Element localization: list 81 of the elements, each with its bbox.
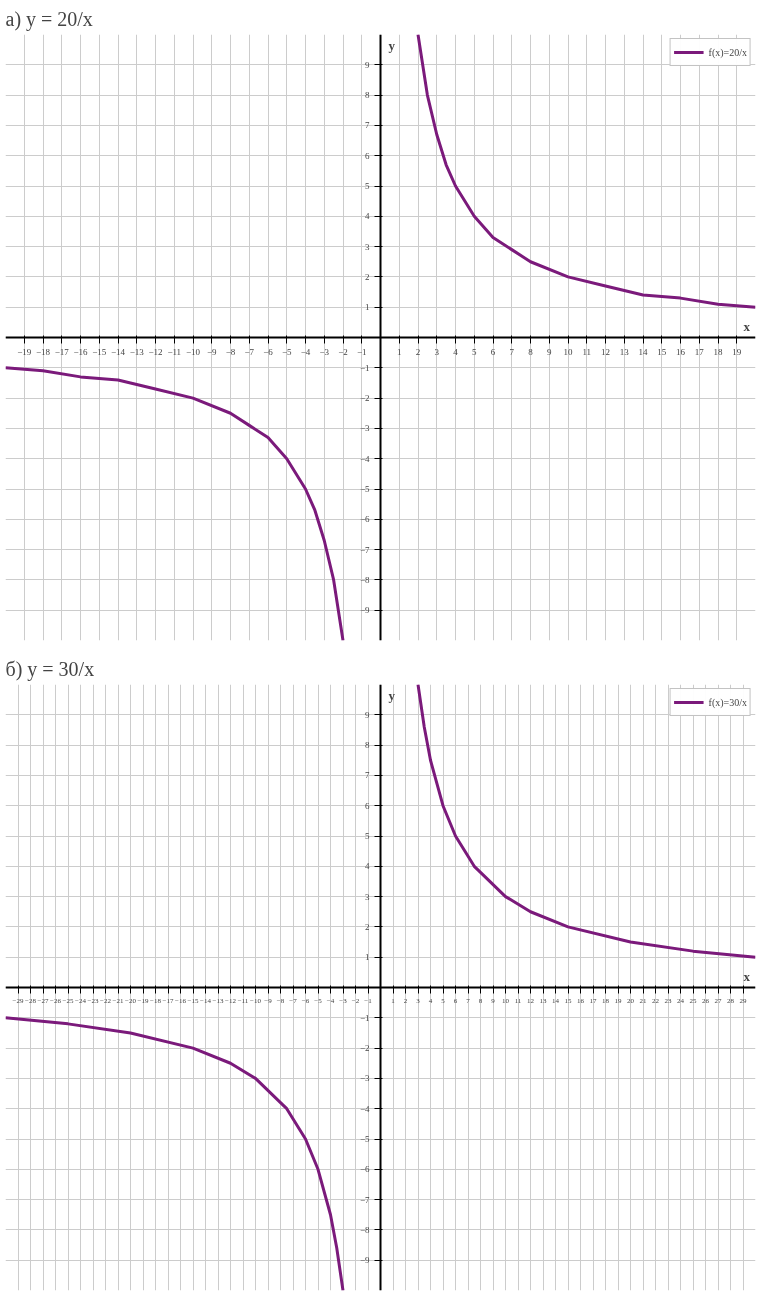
y-tick-label: 8	[365, 740, 370, 751]
x-tick-label: −18	[35, 346, 51, 357]
x-tick-label: 4	[453, 346, 459, 357]
x-tick-label: −19	[17, 346, 32, 357]
x-tick-label: 19	[732, 346, 742, 357]
x-tick-label: 2	[415, 346, 421, 357]
y-tick-label: 5	[365, 181, 370, 191]
y-tick-label: 6	[365, 150, 370, 161]
y-tick-label: 5	[365, 831, 370, 841]
x-tick-label: 11	[582, 346, 592, 357]
x-tick-label: 9	[547, 346, 552, 357]
y-tick-label: −5	[359, 1134, 370, 1144]
y-tick-label: 7	[365, 120, 370, 131]
y-tick-label: 2	[365, 271, 370, 282]
chart-title: б) y = 30/x	[5, 657, 95, 681]
x-tick-label: −2	[338, 346, 348, 357]
x-tick-label: 13	[619, 346, 630, 357]
x-tick-label: −4	[300, 346, 311, 357]
y-tick-label: −8	[359, 574, 370, 585]
y-tick-label: −2	[359, 1043, 370, 1054]
y-tick-label: −7	[359, 544, 370, 555]
x-tick-label: 10	[563, 346, 573, 357]
y-tick-label: 9	[365, 709, 370, 720]
x-tick-label: 12	[601, 346, 610, 357]
x-tick-label: −16	[73, 346, 89, 357]
x-tick-label: −8	[225, 346, 236, 357]
legend-label: f(x)=30/x	[708, 696, 747, 708]
y-tick-label: −5	[359, 484, 370, 494]
x-axis-title: x	[743, 968, 751, 984]
x-tick-label: −14	[110, 346, 126, 357]
y-tick-label: 1	[365, 952, 370, 963]
x-tick-label: −15	[92, 346, 107, 357]
x-tick-label: 1	[397, 346, 402, 357]
y-tick-label: 3	[365, 241, 370, 252]
x-tick-label: 18	[713, 346, 723, 357]
y-tick-label: −3	[359, 423, 370, 434]
y-tick-label: 7	[365, 770, 370, 781]
y-tick-label: 4	[365, 861, 370, 872]
x-tick-label: 8	[528, 346, 534, 357]
chart-title: а) y = 20/x	[5, 7, 93, 31]
x-tick-label: −7	[244, 346, 255, 357]
legend-label: f(x)=20/x	[708, 46, 747, 58]
x-tick-label: −9	[206, 346, 218, 357]
x-tick-label: −11	[167, 346, 182, 357]
y-tick-label: −9	[359, 605, 370, 616]
x-tick-label: 16	[676, 346, 686, 357]
x-tick-label: −5	[281, 346, 293, 357]
y-tick-label: −1	[359, 1012, 370, 1023]
x-tick-label: 6	[490, 346, 496, 357]
y-tick-label: 1	[365, 302, 370, 313]
y-tick-label: −4	[359, 453, 370, 464]
x-tick-label: −12	[148, 346, 163, 357]
x-tick-label: −13	[129, 346, 145, 357]
y-tick-label: 3	[365, 891, 370, 902]
y-tick-label: −3	[359, 1073, 370, 1084]
y-axis-title: y	[388, 37, 396, 53]
y-axis-title: y	[388, 687, 396, 703]
y-tick-label: −1	[359, 362, 370, 373]
x-tick-label: −6	[263, 346, 274, 357]
x-tick-label: −10	[185, 346, 201, 357]
y-tick-label: 9	[365, 59, 370, 70]
x-tick-label: 7	[509, 346, 515, 357]
y-tick-label: −2	[359, 393, 370, 404]
x-tick-label: −3	[319, 346, 330, 357]
y-tick-label: 8	[365, 90, 370, 101]
x-tick-label: 3	[434, 346, 440, 357]
y-tick-label: −6	[359, 514, 370, 525]
x-tick-label: 14	[638, 346, 648, 357]
x-axis-title: x	[743, 318, 751, 334]
x-tick-label: 17	[694, 346, 705, 357]
y-tick-label: 4	[365, 211, 370, 222]
x-tick-label: 15	[657, 346, 667, 357]
y-tick-label: 6	[365, 800, 370, 811]
x-tick-label: −17	[54, 346, 70, 357]
y-tick-label: −6	[359, 1164, 370, 1175]
y-tick-label: 2	[365, 921, 370, 932]
y-tick-label: −8	[359, 1224, 370, 1235]
y-tick-label: −4	[359, 1103, 370, 1114]
x-tick-label: 5	[472, 346, 477, 357]
y-tick-label: −9	[359, 1255, 370, 1266]
y-tick-label: −7	[359, 1194, 370, 1205]
